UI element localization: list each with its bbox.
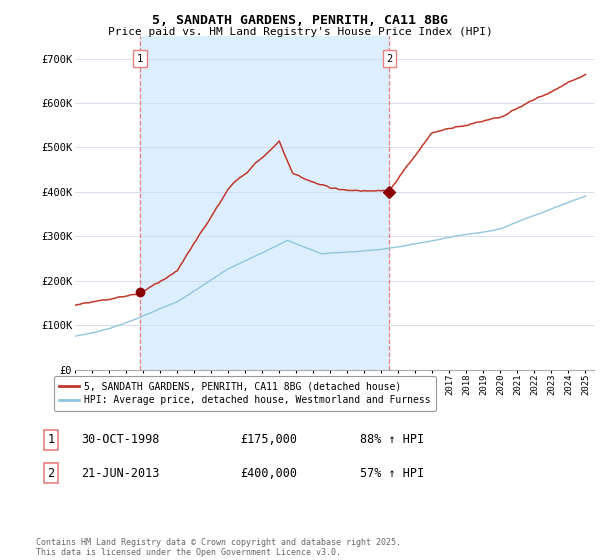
Text: Price paid vs. HM Land Registry's House Price Index (HPI): Price paid vs. HM Land Registry's House … (107, 27, 493, 37)
Text: 2: 2 (47, 466, 55, 480)
Bar (140, 36, 389, 370)
Text: 57% ↑ HPI: 57% ↑ HPI (360, 466, 424, 480)
Text: 88% ↑ HPI: 88% ↑ HPI (360, 433, 424, 446)
Text: 30-OCT-1998: 30-OCT-1998 (81, 433, 160, 446)
Legend: 5, SANDATH GARDENS, PENRITH, CA11 8BG (detached house), HPI: Average price, deta: 5, SANDATH GARDENS, PENRITH, CA11 8BG (d… (53, 376, 436, 411)
Text: Contains HM Land Registry data © Crown copyright and database right 2025.
This d: Contains HM Land Registry data © Crown c… (36, 538, 401, 557)
Text: 21-JUN-2013: 21-JUN-2013 (81, 466, 160, 480)
Text: £400,000: £400,000 (240, 466, 297, 480)
Text: 5, SANDATH GARDENS, PENRITH, CA11 8BG: 5, SANDATH GARDENS, PENRITH, CA11 8BG (152, 14, 448, 27)
Text: 2: 2 (386, 54, 392, 64)
Text: 1: 1 (47, 433, 55, 446)
Text: 1: 1 (137, 54, 143, 64)
Text: £175,000: £175,000 (240, 433, 297, 446)
